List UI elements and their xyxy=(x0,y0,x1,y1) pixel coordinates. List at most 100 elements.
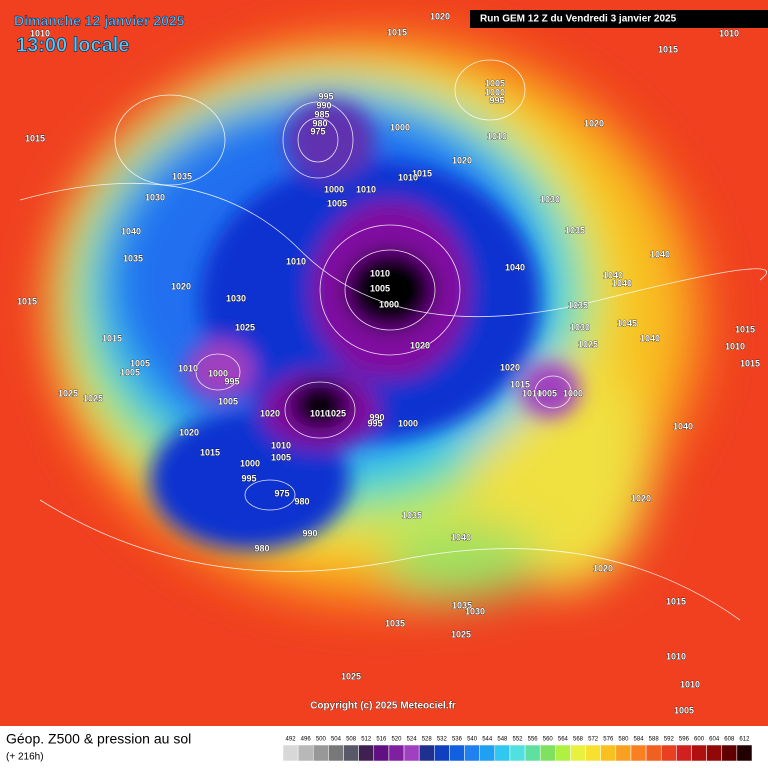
footer-title: Géop. Z500 & pression au sol xyxy=(6,731,191,747)
colorbar-swatch xyxy=(585,744,601,762)
pressure-label: 1015 xyxy=(510,379,530,389)
pressure-label: 1005 xyxy=(218,396,238,406)
colorbar-tick-label: 496 xyxy=(301,737,312,743)
pressure-label: 1040 xyxy=(451,532,471,542)
pressure-label: 1000 xyxy=(208,368,228,378)
pressure-label: 1010 xyxy=(286,256,306,266)
colorbar-swatch xyxy=(524,744,541,762)
pressure-label: 1010 xyxy=(680,679,700,689)
pressure-label: 1025 xyxy=(578,339,598,349)
pressure-label: 1020 xyxy=(260,408,280,418)
pressure-label: 1020 xyxy=(171,281,191,291)
colorbar-tick-label: 504 xyxy=(331,737,342,743)
run-info: Run GEM 12 Z du Vendredi 3 janvier 2025 xyxy=(480,14,677,25)
colorbar-swatch xyxy=(388,744,405,762)
pressure-label: 1020 xyxy=(584,118,604,128)
colorbar-tick-label: 580 xyxy=(618,737,629,743)
pressure-label: 990 xyxy=(369,412,384,422)
pressure-label: 995 xyxy=(241,473,256,483)
pressure-label: 1010 xyxy=(30,28,50,38)
pressure-label: 1005 xyxy=(674,705,694,715)
colorbar-swatch xyxy=(691,744,707,762)
colorbar-swatch xyxy=(313,744,329,762)
colorbar-tick-label: 492 xyxy=(286,737,297,743)
pressure-label: 1030 xyxy=(465,606,485,616)
pressure-label: 1020 xyxy=(631,493,651,503)
pressure-label: 1025 xyxy=(451,629,471,639)
pressure-label: 1005 xyxy=(537,388,557,398)
colorbar-swatch xyxy=(297,744,314,762)
colorbar-swatch xyxy=(464,744,480,762)
pressure-label: 1040 xyxy=(640,333,660,343)
pressure-label: 1010 xyxy=(725,341,745,351)
colorbar-tick-label: 552 xyxy=(512,737,523,743)
pressure-label: 1015 xyxy=(102,333,122,343)
pressure-label: 1010 xyxy=(719,28,739,38)
colorbar-swatch xyxy=(630,744,647,762)
colorbar-swatch xyxy=(418,744,435,762)
colorbar: 492 496 500 504 508 512 516 520 524 528 532 536 540 5… xyxy=(282,737,753,762)
pressure-label: 1000 xyxy=(563,388,583,398)
colorbar-swatch xyxy=(449,744,465,762)
colorbar-swatch xyxy=(660,744,677,762)
pressure-label: 975 xyxy=(310,126,325,136)
pressure-label: 1040 xyxy=(673,421,693,431)
pressure-label: 1010 xyxy=(522,388,542,398)
colorbar-tick-label: 600 xyxy=(694,737,705,743)
colorbar-swatch xyxy=(645,744,662,762)
copyright: Copyright (c) 2025 Meteociel.fr xyxy=(310,701,456,712)
pressure-label: 1015 xyxy=(735,324,755,334)
pressure-label: 1010 xyxy=(666,651,686,661)
pressure-label: 1030 xyxy=(570,322,590,332)
colorbar-swatch xyxy=(736,744,753,762)
colorbar-swatch xyxy=(539,744,556,762)
pressure-label: 1005 xyxy=(271,452,291,462)
colorbar-tick-label: 512 xyxy=(361,737,372,743)
colorbar-tick-label: 592 xyxy=(664,737,675,743)
pressure-label: 975 xyxy=(274,488,289,498)
colorbar-tick-label: 524 xyxy=(407,737,418,743)
run-box xyxy=(470,10,768,28)
footer-subtitle: (+ 216h) xyxy=(6,752,44,763)
pressure-label: 1020 xyxy=(452,155,472,165)
pressure-label: 1020 xyxy=(430,11,450,21)
pressure-label: 1015 xyxy=(200,447,220,457)
pressure-label: 1000 xyxy=(485,87,505,97)
pressure-label: 995 xyxy=(318,91,333,101)
pressure-label: 1010 xyxy=(178,363,198,373)
colorbar-swatch xyxy=(282,744,299,762)
pressure-label: 985 xyxy=(314,109,329,119)
pressure-label: 1010 xyxy=(398,172,418,182)
forecast-time: 13:00 locale xyxy=(16,34,129,56)
pressure-label: 1005 xyxy=(370,283,390,293)
colorbar-swatch xyxy=(721,744,738,762)
colorbar-tick-label: 588 xyxy=(649,737,660,743)
pressure-label: 1030 xyxy=(226,293,246,303)
pressure-label: 1005 xyxy=(327,198,347,208)
pressure-label: 1010 xyxy=(370,268,390,278)
colorbar-tick-label: 508 xyxy=(346,737,357,743)
colorbar-swatch xyxy=(555,744,571,762)
colorbar-swatch xyxy=(706,744,722,762)
pressure-label: 995 xyxy=(224,376,239,386)
pressure-label: 1005 xyxy=(120,367,140,377)
colorbar-tick-label: 576 xyxy=(603,737,614,743)
colorbar-tick-label: 584 xyxy=(634,737,645,743)
pressure-label: 1025 xyxy=(326,408,346,418)
pressure-label: 980 xyxy=(294,496,309,506)
colorbar-tick-label: 560 xyxy=(543,737,554,743)
pressure-label: 1020 xyxy=(179,427,199,437)
pressure-label: 1005 xyxy=(485,78,505,88)
colorbar-tick-label: 500 xyxy=(316,737,327,743)
forecast-date: Dimanche 12 janvier 2025 xyxy=(14,13,185,29)
pressure-label: 1035 xyxy=(385,618,405,628)
colorbar-swatch xyxy=(434,744,450,762)
pressure-label: 1015 xyxy=(17,296,37,306)
colorbar-swatch xyxy=(600,744,617,762)
pressure-label: 1035 xyxy=(568,300,588,310)
pressure-label: 1000 xyxy=(379,299,399,309)
colorbar-swatch xyxy=(479,744,496,762)
colorbar-swatch xyxy=(358,744,375,762)
colorbar-tick-label: 532 xyxy=(437,737,448,743)
colorbar-tick-label: 596 xyxy=(679,737,690,743)
